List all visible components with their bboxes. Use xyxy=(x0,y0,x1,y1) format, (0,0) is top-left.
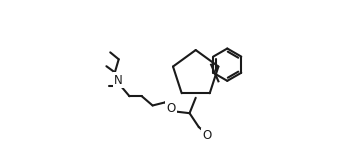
Text: N: N xyxy=(114,74,122,87)
Text: O: O xyxy=(167,102,176,115)
Text: O: O xyxy=(203,129,212,142)
